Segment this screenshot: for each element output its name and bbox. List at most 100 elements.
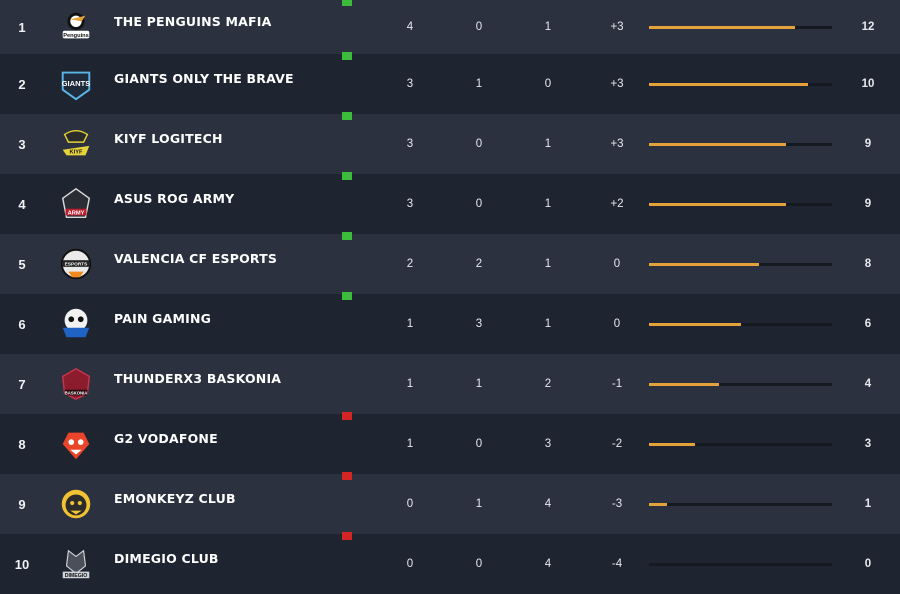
wins-value: 3 bbox=[406, 198, 414, 210]
wins-value: 3 bbox=[406, 138, 414, 150]
team-name-link[interactable]: GIANTS ONLY THE BRAVE bbox=[114, 70, 294, 86]
draws-value: 0 bbox=[475, 21, 483, 33]
wins-value: 0 bbox=[406, 498, 414, 510]
wins-value: 0 bbox=[406, 558, 414, 570]
svg-text:KIYF: KIYF bbox=[70, 150, 83, 156]
draws-value: 1 bbox=[475, 498, 483, 510]
losses-value: 0 bbox=[544, 78, 552, 90]
kiyf-logo-icon: KIYF bbox=[44, 124, 108, 164]
losses-value: 1 bbox=[544, 21, 552, 33]
points-progress-fill bbox=[649, 202, 787, 206]
table-row[interactable]: 4 ARMY ASUS ROG ARMY 3 0 1 +2 9 bbox=[0, 172, 900, 234]
goal-difference-value: +3 bbox=[610, 78, 624, 90]
points-progress-fill bbox=[649, 25, 796, 29]
valencia-logo-icon: ESPORTS bbox=[44, 244, 108, 284]
team-name-link[interactable]: VALENCIA CF ESPORTS bbox=[114, 250, 278, 266]
team-name-link[interactable]: PAIN GAMING bbox=[114, 310, 212, 326]
points-progress-fill bbox=[649, 262, 759, 266]
svg-text:GIANTS: GIANTS bbox=[62, 79, 91, 88]
points-value: 9 bbox=[864, 198, 872, 210]
losses-value: 1 bbox=[544, 318, 552, 330]
rank-number: 3 bbox=[18, 136, 26, 152]
rank-number: 7 bbox=[18, 376, 26, 392]
points-progress-fill bbox=[649, 442, 695, 446]
points-progress-bar bbox=[649, 382, 832, 386]
status-down-indicator bbox=[342, 412, 352, 420]
goal-difference-value: 0 bbox=[613, 318, 621, 330]
points-progress-bar bbox=[649, 142, 832, 146]
rog-army-logo-icon: ARMY bbox=[44, 184, 108, 224]
losses-value: 1 bbox=[544, 198, 552, 210]
points-progress-bar bbox=[649, 202, 832, 206]
wins-value: 1 bbox=[406, 438, 414, 450]
wins-value: 1 bbox=[406, 378, 414, 390]
points-progress-bar bbox=[649, 25, 832, 29]
table-row[interactable]: 6 PAIN GAMING 1 3 1 0 6 bbox=[0, 292, 900, 354]
rank-number: 8 bbox=[18, 436, 26, 452]
team-name-link[interactable]: THE PENGUINS MAFIA bbox=[114, 13, 272, 29]
goal-difference-value: 0 bbox=[613, 258, 621, 270]
points-progress-bar bbox=[649, 442, 832, 446]
points-value: 12 bbox=[861, 21, 875, 33]
goal-difference-value: -1 bbox=[611, 378, 623, 390]
status-up-indicator bbox=[342, 112, 352, 120]
goal-difference-value: +3 bbox=[610, 21, 624, 33]
svg-text:Penguins: Penguins bbox=[63, 33, 89, 39]
points-value: 8 bbox=[864, 258, 872, 270]
table-row[interactable]: 3 KIYF KIYF LOGITECH 3 0 1 +3 9 bbox=[0, 112, 900, 174]
pain-gaming-logo-icon bbox=[44, 304, 108, 344]
goal-difference-value: -4 bbox=[611, 558, 623, 570]
svg-text:DIMEGIO: DIMEGIO bbox=[65, 573, 88, 579]
goal-difference-value: +3 bbox=[610, 138, 624, 150]
status-up-indicator bbox=[342, 52, 352, 60]
draws-value: 1 bbox=[475, 378, 483, 390]
team-name-link[interactable]: EMONKEYZ CLUB bbox=[114, 490, 236, 506]
status-up-indicator bbox=[342, 172, 352, 180]
wins-value: 1 bbox=[406, 318, 414, 330]
points-progress-fill bbox=[649, 382, 719, 386]
draws-value: 0 bbox=[475, 438, 483, 450]
table-row[interactable]: 7 BASKONIA THUNDERX3 BASKONIA 1 1 2 -1 4 bbox=[0, 354, 900, 414]
points-progress-bar bbox=[649, 82, 832, 86]
wins-value: 2 bbox=[406, 258, 414, 270]
losses-value: 4 bbox=[544, 498, 552, 510]
losses-value: 3 bbox=[544, 438, 552, 450]
goal-difference-value: +2 bbox=[610, 198, 624, 210]
status-down-indicator bbox=[342, 532, 352, 540]
points-value: 1 bbox=[864, 498, 872, 510]
status-down-indicator bbox=[342, 472, 352, 480]
team-name-link[interactable]: DIMEGIO CLUB bbox=[114, 550, 219, 566]
table-row[interactable]: 5 ESPORTS VALENCIA CF ESPORTS 2 2 1 0 8 bbox=[0, 232, 900, 294]
status-up-indicator bbox=[342, 292, 352, 300]
draws-value: 0 bbox=[475, 138, 483, 150]
table-row[interactable]: 10 DIMEGIO DIMEGIO CLUB 0 0 4 -4 0 bbox=[0, 532, 900, 594]
points-progress-bar bbox=[649, 322, 832, 326]
emonkeyz-logo-icon bbox=[44, 484, 108, 524]
penguins-logo-icon: Penguins bbox=[44, 7, 108, 47]
points-progress-bar bbox=[649, 562, 832, 566]
team-name-link[interactable]: KIYF LOGITECH bbox=[114, 130, 223, 146]
status-up-indicator bbox=[342, 232, 352, 240]
team-name-link[interactable]: ASUS ROG ARMY bbox=[114, 190, 235, 206]
status-up-indicator bbox=[342, 0, 352, 6]
points-value: 4 bbox=[864, 378, 872, 390]
svg-text:BASKONIA: BASKONIA bbox=[65, 390, 88, 395]
draws-value: 2 bbox=[475, 258, 483, 270]
table-row[interactable]: 2 GIANTS GIANTS ONLY THE BRAVE 3 1 0 +3 10 bbox=[0, 52, 900, 114]
table-row[interactable]: 8 G2 VODAFONE 1 0 3 -2 3 bbox=[0, 412, 900, 474]
team-name-link[interactable]: THUNDERX3 BASKONIA bbox=[114, 370, 282, 386]
wins-value: 3 bbox=[406, 78, 414, 90]
table-row[interactable]: 1 Penguins THE PENGUINS MAFIA 4 0 1 +3 12 bbox=[0, 0, 900, 54]
goal-difference-value: -3 bbox=[611, 498, 623, 510]
losses-value: 4 bbox=[544, 558, 552, 570]
wins-value: 4 bbox=[406, 21, 414, 33]
table-row[interactable]: 9 EMONKEYZ CLUB 0 1 4 -3 1 bbox=[0, 472, 900, 534]
draws-value: 3 bbox=[475, 318, 483, 330]
team-name-link[interactable]: G2 VODAFONE bbox=[114, 430, 218, 446]
losses-value: 2 bbox=[544, 378, 552, 390]
points-value: 0 bbox=[864, 558, 872, 570]
svg-text:ARMY: ARMY bbox=[68, 210, 85, 216]
giants-logo-icon: GIANTS bbox=[44, 64, 108, 104]
goal-difference-value: -2 bbox=[611, 438, 623, 450]
